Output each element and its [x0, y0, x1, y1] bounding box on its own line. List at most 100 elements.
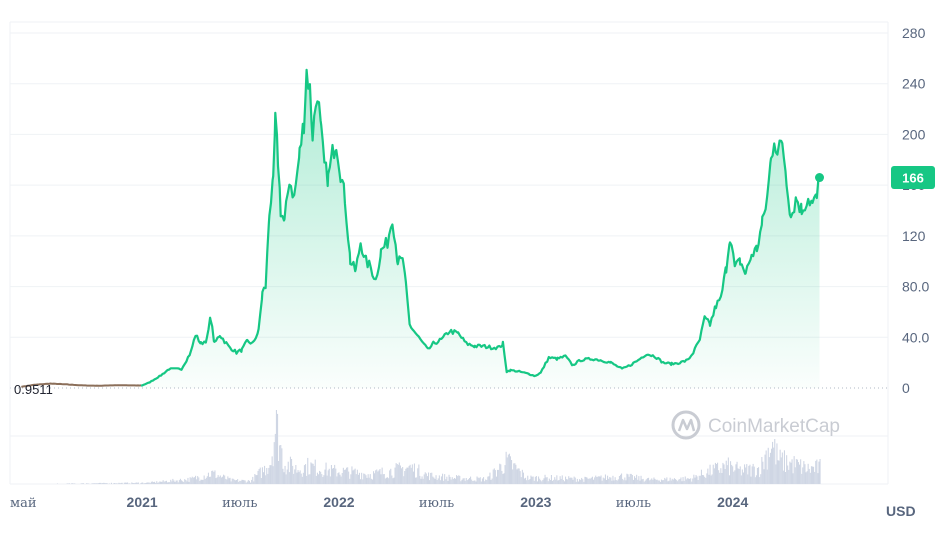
price-line-group — [21, 68, 825, 388]
volume-bar — [393, 477, 395, 484]
volume-bar — [699, 475, 701, 484]
volume-bar — [95, 483, 97, 484]
volume-bar — [113, 483, 115, 484]
volume-bar — [370, 478, 372, 484]
volume-bar — [230, 481, 232, 484]
volume-bar — [433, 477, 435, 484]
volume-bar — [324, 469, 326, 484]
volume-bar — [610, 477, 612, 484]
volume-bar — [650, 479, 652, 484]
volume-bar — [525, 477, 527, 484]
volume-bar — [450, 479, 452, 484]
volume-bar — [440, 476, 442, 484]
volume-bar — [779, 449, 781, 484]
volume-bar — [254, 474, 256, 484]
volume-bar — [364, 473, 366, 484]
volume-bar — [546, 477, 548, 484]
volume-bar — [88, 483, 90, 484]
volume-bar — [471, 479, 473, 484]
volume-bar — [685, 479, 687, 484]
volume-bar — [227, 476, 229, 484]
volume-bar — [654, 478, 656, 484]
volume-bar — [133, 483, 135, 484]
volume-bar — [360, 479, 362, 484]
volume-bar — [676, 480, 678, 484]
volume-bar — [157, 482, 159, 484]
volume-bar — [774, 439, 776, 484]
volume-bar — [527, 475, 529, 484]
volume-bar — [128, 483, 130, 484]
volume-bar — [306, 475, 308, 484]
volume-bar — [272, 466, 274, 484]
volume-bar — [409, 464, 411, 484]
volume-bar — [488, 476, 490, 484]
volume-bar — [280, 445, 282, 484]
volume-bar — [251, 479, 253, 484]
volume-bar — [509, 456, 511, 484]
volume-bar — [164, 481, 166, 484]
volume-bar — [591, 476, 593, 484]
volume-bar — [295, 465, 297, 484]
volume-bar — [244, 480, 246, 484]
volume-bar — [636, 474, 638, 484]
volume-bar — [799, 464, 801, 484]
volume-bar — [377, 471, 379, 484]
volume-bar — [145, 483, 147, 484]
y-tick-label: 240 — [902, 76, 926, 92]
volume-bar — [316, 472, 318, 484]
volume-bar — [102, 483, 104, 484]
volume-bar — [373, 471, 375, 484]
volume-bar — [594, 477, 596, 484]
volume-bar — [398, 462, 400, 484]
volume-bar — [526, 480, 528, 484]
volume-bar — [792, 473, 794, 484]
volume-bar — [411, 464, 413, 484]
volume-bar — [219, 475, 221, 484]
volume-bar — [632, 479, 634, 484]
volume-bar — [785, 472, 787, 484]
volume-bar — [147, 482, 149, 484]
volume-bar — [92, 483, 94, 484]
volume-bar — [287, 461, 289, 484]
volume-bar — [161, 481, 163, 484]
volume-bar — [747, 474, 749, 484]
volume-bar — [561, 475, 563, 484]
volume-bar — [248, 480, 250, 484]
volume-bar — [407, 467, 409, 484]
volume-bar — [520, 477, 522, 484]
volume-bar — [94, 483, 96, 484]
volume-bar — [277, 413, 279, 484]
volume-bar — [352, 470, 354, 484]
volume-bar — [438, 475, 440, 484]
volume-bar — [410, 467, 412, 484]
volume-bar — [758, 467, 760, 484]
volume-bar — [305, 464, 307, 484]
volume-bar — [189, 477, 191, 484]
volume-bar — [148, 482, 150, 484]
volume-bar — [670, 480, 672, 484]
volume-bar — [308, 474, 310, 484]
volume-bar — [567, 479, 569, 484]
volume-bar — [403, 476, 405, 484]
volume-bar — [797, 462, 799, 484]
volume-bar — [706, 473, 708, 484]
volume-bar — [812, 466, 814, 484]
volume-bar — [329, 476, 331, 484]
volume-bar — [639, 480, 641, 484]
volume-bar — [143, 483, 145, 484]
volume-bar — [394, 467, 396, 484]
volume-bar — [351, 466, 353, 484]
volume-bar — [508, 453, 510, 484]
volume-bar — [221, 476, 223, 484]
volume-bar — [764, 454, 766, 484]
volume-bar — [176, 480, 178, 484]
volume-bar — [763, 469, 765, 484]
volume-bar — [141, 482, 143, 484]
volume-bar — [307, 457, 309, 484]
volume-bar — [620, 474, 622, 484]
volume-bar — [679, 479, 681, 484]
volume-bar — [545, 477, 547, 484]
volume-bar — [515, 464, 517, 484]
volume-bar — [762, 461, 764, 484]
volume-bar — [746, 464, 748, 484]
